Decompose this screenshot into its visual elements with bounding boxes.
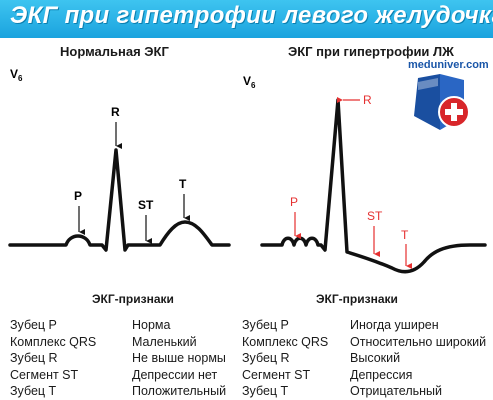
lvh-sign-feature: Зубец P — [242, 318, 289, 333]
normal-sign-feature: Комплекс QRS — [10, 334, 97, 349]
normal-st-segment-label: ST — [138, 198, 154, 212]
normal-ecg-panel: V6 P R ST T — [8, 67, 231, 252]
lvh-ecg-heading: ЭКГ при гипертрофии ЛЖ — [288, 44, 454, 59]
lvh-lead-label: V6 — [243, 74, 256, 90]
lvh-sign-feature: Зубец R — [242, 351, 290, 366]
lvh-sign-row: Сегмент ST Депрессия — [242, 367, 486, 384]
lvh-st-segment-label: ST — [367, 209, 383, 223]
lvh-sign-value: Высокий — [350, 351, 401, 366]
lvh-sign-row: Зубец R Высокий — [242, 350, 486, 367]
normal-ecg-trace — [8, 148, 231, 252]
normal-signs-title: ЭКГ-признаки — [92, 292, 174, 306]
normal-signs-table: Зубец P Норма Комплекс QRS Маленький Зуб… — [10, 317, 226, 400]
normal-sign-row: Комплекс QRS Маленький — [10, 334, 226, 351]
normal-ecg-heading: Нормальная ЭКГ — [60, 44, 169, 59]
normal-p-wave-label: P — [74, 189, 82, 203]
normal-sign-row: Зубец T Положительный — [10, 383, 226, 400]
lvh-r-wave-label: R — [363, 93, 372, 107]
lvh-sign-value: Относительно широкий — [350, 334, 487, 349]
lvh-sign-row: Зубец P Иногда уширен — [242, 317, 486, 334]
normal-sign-feature: Зубец R — [10, 351, 58, 366]
normal-sign-row: Зубец P Норма — [10, 317, 226, 334]
lvh-sign-feature: Зубец T — [242, 384, 289, 399]
normal-sign-value: Не выше нормы — [132, 351, 226, 366]
normal-sign-feature: Сегмент ST — [10, 367, 79, 382]
normal-t-wave-label: T — [179, 177, 187, 191]
lvh-signs-title: ЭКГ-признаки — [316, 292, 398, 306]
lvh-sign-feature: Комплекс QRS — [242, 334, 329, 349]
normal-sign-value: Положительный — [132, 384, 227, 399]
lvh-signs-table: Зубец P Иногда уширен Комплекс QRS Относ… — [242, 317, 486, 400]
site-logo-text: meduniver.com — [408, 59, 489, 71]
lvh-sign-value: Отрицательный — [350, 384, 443, 399]
normal-sign-value: Маленький — [132, 334, 197, 349]
normal-sign-feature: Зубец P — [10, 318, 57, 333]
normal-lead-label: V6 — [10, 67, 23, 83]
normal-r-wave-label: R — [111, 105, 120, 119]
lvh-sign-feature: Сегмент ST — [242, 367, 311, 382]
normal-sign-feature: Зубец T — [10, 384, 57, 399]
lvh-sign-row: Комплекс QRS Относительно широкий — [242, 334, 486, 351]
lvh-p-wave-label: P — [290, 195, 298, 209]
lvh-t-wave-label: T — [401, 228, 409, 242]
lvh-sign-value: Иногда уширен — [350, 318, 439, 333]
lvh-ecg-panel: V6 P R ST T — [243, 74, 487, 274]
normal-sign-row: Зубец R Не выше нормы — [10, 350, 226, 367]
normal-sign-value: Депрессии нет — [132, 367, 218, 382]
lvh-sign-row: Зубец T Отрицательный — [242, 383, 486, 400]
lvh-sign-value: Депрессия — [350, 367, 413, 382]
medical-shield-logo-icon — [414, 74, 470, 130]
header-banner: ЭКГ при гипетрофии левого желудочка — [0, 0, 493, 38]
page-title: ЭКГ при гипетрофии левого желудочка — [10, 2, 493, 29]
normal-sign-row: Сегмент ST Депрессии нет — [10, 367, 226, 384]
ecg-diagram: V6 P R ST T V6 P R ST T — [8, 67, 487, 274]
lvh-ecg-trace — [260, 98, 487, 274]
normal-sign-value: Норма — [132, 318, 171, 333]
